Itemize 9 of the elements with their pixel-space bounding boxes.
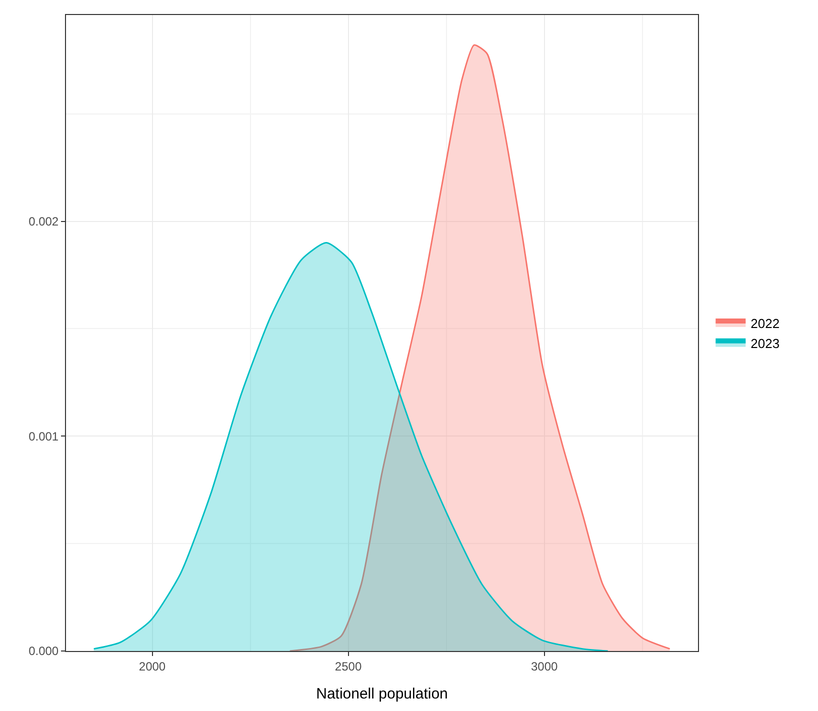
y-tick-label: 0.002 <box>28 214 59 228</box>
y-tick-label: 0.001 <box>28 429 59 444</box>
x-tick-label: 3000 <box>530 659 558 674</box>
x-axis-title: Nationell population <box>316 685 448 702</box>
x-tick-label: 2000 <box>138 659 166 674</box>
x-tick-label: 2500 <box>334 659 362 674</box>
legend-label: 2023 <box>750 336 780 351</box>
y-tick-label: 0.000 <box>28 644 59 658</box>
legend-label: 2022 <box>750 316 780 332</box>
